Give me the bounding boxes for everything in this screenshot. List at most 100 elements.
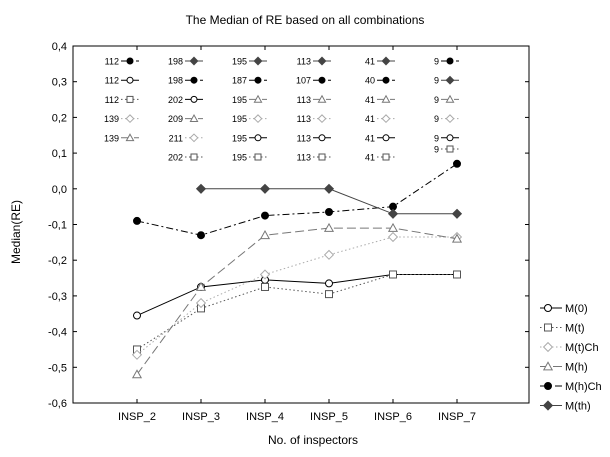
x-axis-label: No. of inspectors	[268, 433, 358, 447]
annotation-count: 113	[297, 57, 311, 67]
data-point	[323, 249, 335, 260]
annotation-count: 107	[296, 76, 311, 86]
annotation-item: 41	[365, 94, 395, 105]
annotation-count: 202	[168, 153, 183, 163]
annotation-marker	[318, 153, 326, 161]
legend-item: M(h)	[540, 361, 588, 374]
annotation-marker	[253, 94, 263, 103]
annotation-marker	[445, 114, 455, 124]
series-mth	[195, 183, 463, 219]
legend-marker	[542, 400, 554, 411]
annotation-count: 41	[365, 57, 375, 67]
annotation-item: 198	[168, 76, 203, 86]
annotation-marker	[253, 56, 263, 66]
legend-label: M(t)Ch	[565, 342, 599, 354]
legend-label: M(h)Ch	[565, 381, 602, 393]
annotation-marker	[317, 56, 327, 66]
y-tick-label: 0,0	[52, 184, 67, 196]
data-point	[197, 231, 205, 240]
annotation-count: 139	[104, 133, 119, 143]
annotation-count: 195	[232, 57, 247, 67]
annotation-count: 187	[232, 76, 247, 86]
annotation-count: 9	[434, 145, 439, 155]
y-tick-label: 0,3	[52, 77, 67, 89]
annotation-marker	[445, 94, 455, 103]
series-mh	[131, 222, 463, 379]
data-point	[261, 211, 269, 220]
annotation-count: 112	[105, 95, 119, 105]
annotation-count: 9	[434, 114, 439, 124]
annotation-marker	[446, 57, 454, 65]
annotation-marker	[126, 76, 134, 84]
annotation-item: 41	[365, 57, 395, 67]
y-tick-label: 0,1	[52, 148, 67, 160]
annotation-marker	[445, 75, 455, 85]
annotation-item: 9	[434, 145, 459, 155]
data-point	[389, 270, 397, 279]
x-tick-label: INSP_2	[118, 411, 156, 423]
legend-item: M(0)	[540, 303, 588, 315]
data-point	[323, 183, 335, 194]
data-point	[195, 183, 207, 194]
annotation-marker	[189, 133, 199, 143]
data-point	[133, 216, 141, 225]
data-point	[325, 290, 333, 299]
annotation-marker	[446, 134, 454, 142]
annotation-item: 9	[434, 94, 459, 105]
legend: M(0) M(t) M(t)Ch M(h) M(h)Ch M(th)	[540, 303, 602, 413]
data-point	[387, 231, 399, 243]
annotation-marker	[253, 114, 263, 124]
data-point	[325, 279, 333, 288]
data-point	[259, 183, 271, 194]
annotation-marker	[382, 76, 390, 84]
annotation-marker	[382, 153, 390, 161]
annotation-count: 113	[297, 95, 311, 105]
series-mhch	[133, 159, 461, 240]
chart-title: The Median of RE based on all combinatio…	[186, 13, 425, 27]
y-tick-label: -0,2	[48, 255, 67, 267]
legend-marker	[544, 304, 552, 312]
y-axis-label: Median(RE)	[9, 200, 23, 264]
annotation-marker	[125, 133, 135, 142]
y-tick-label: -0,6	[48, 398, 67, 410]
series-mtch	[131, 231, 463, 360]
annotation-item: 112	[105, 76, 139, 86]
sample-size-annotations: 112 112 112 139 139 198 198 202 209 211 202 195 187 1…	[104, 57, 459, 163]
annotation-count: 9	[434, 76, 439, 86]
annotation-marker	[382, 134, 390, 142]
legend-marker	[542, 341, 554, 353]
annotation-count: 112	[105, 57, 119, 67]
series-line	[136, 163, 458, 236]
y-axis-ticks: -0,6 -0,5 -0,4 -0,3 -0,2 -0,1 0,0 0,1 0,2 0,3 0,4	[48, 41, 529, 410]
annotation-count: 113	[297, 114, 311, 124]
annotation-item: 9	[434, 76, 459, 86]
annotation-item: 41	[365, 153, 395, 163]
annotation-item: 211	[169, 133, 203, 143]
annotation-count: 198	[168, 57, 183, 67]
annotation-item: 40	[365, 76, 395, 86]
annotation-marker	[317, 94, 327, 103]
annotation-count: 195	[232, 95, 247, 105]
annotation-marker	[189, 113, 199, 122]
x-tick-label: INSP_7	[438, 411, 476, 423]
legend-label: M(t)	[565, 323, 585, 335]
x-tick-label: INSP_4	[246, 411, 284, 423]
annotation-marker	[254, 153, 262, 161]
annotation-marker	[317, 114, 327, 124]
annotation-count: 112	[105, 76, 119, 86]
annotation-item: 113	[297, 153, 331, 163]
annotation-item: 187	[232, 76, 267, 86]
annotation-count: 41	[365, 133, 375, 143]
data-point	[131, 369, 143, 379]
annotation-item: 202	[168, 95, 203, 105]
annotation-marker	[381, 56, 391, 66]
annotation-count: 211	[169, 133, 183, 143]
annotation-count: 9	[434, 133, 439, 143]
data-point	[131, 349, 143, 360]
annotation-count: 139	[104, 114, 119, 124]
x-axis-ticks: INSP_2 INSP_3 INSP_4 INSP_5 INSP_6 INSP_7	[118, 46, 476, 423]
data-point	[259, 269, 271, 280]
data-point	[451, 208, 463, 219]
annotation-item: 113	[297, 133, 331, 143]
